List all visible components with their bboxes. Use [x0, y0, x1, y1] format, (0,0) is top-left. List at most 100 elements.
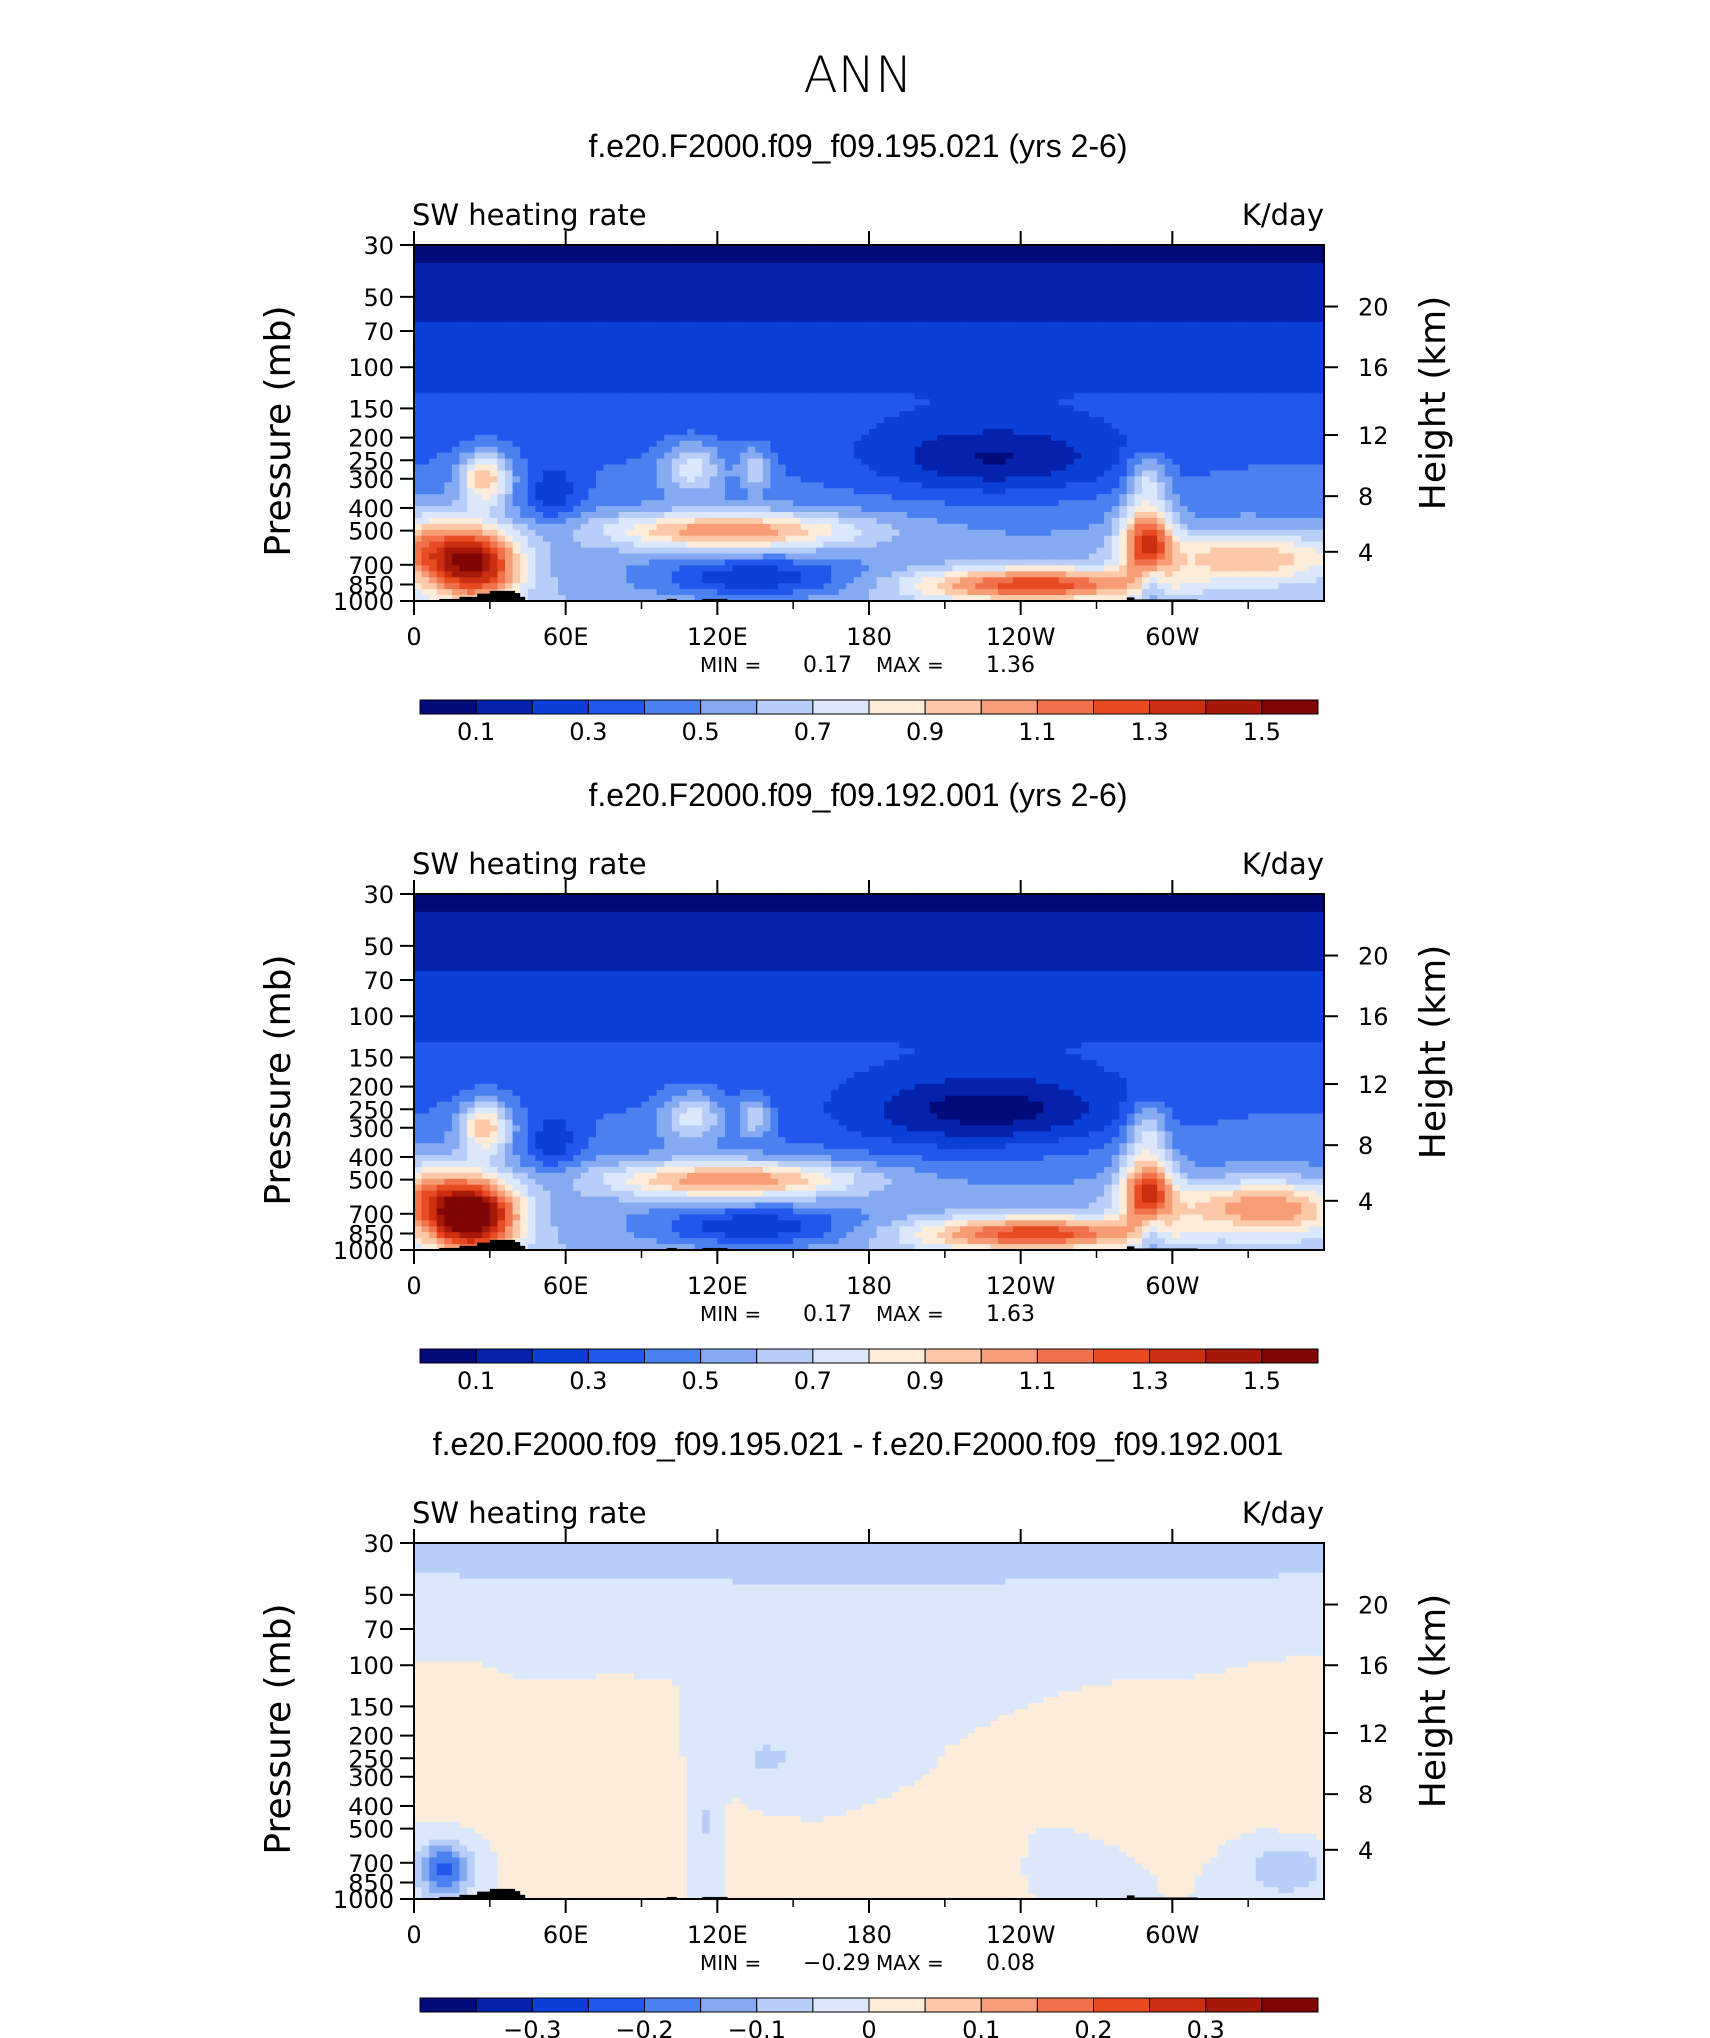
heatmap-cell	[1150, 251, 1158, 258]
heatmap-cell	[1142, 292, 1150, 299]
heatmap-cell	[482, 435, 490, 442]
heatmap-cell	[1142, 476, 1150, 483]
heatmap-cell	[1051, 358, 1059, 365]
heatmap-cell	[748, 322, 756, 329]
heatmap-cell	[1210, 287, 1218, 294]
heatmap-cell	[1059, 275, 1067, 282]
heatmap-cell	[1119, 304, 1127, 311]
heatmap-cell	[1097, 453, 1105, 460]
heatmap-cell	[831, 376, 839, 383]
heatmap-cell	[422, 381, 430, 388]
heatmap-cell	[429, 251, 437, 258]
heatmap-cell	[1286, 298, 1294, 305]
heatmap-cell	[998, 364, 1006, 371]
heatmap-cell	[763, 269, 771, 276]
heatmap-cell	[588, 411, 596, 418]
heatmap-cell	[475, 322, 483, 329]
heatmap-cell	[482, 263, 490, 270]
heatmap-cell	[1089, 263, 1097, 270]
heatmap-cell	[1051, 346, 1059, 353]
heatmap-cell	[1180, 364, 1188, 371]
heatmap-cell	[770, 352, 778, 359]
heatmap-cell	[649, 411, 657, 418]
heatmap-cell	[801, 411, 809, 418]
heatmap-cell	[604, 334, 612, 341]
heatmap-cell	[505, 257, 513, 264]
heatmap-cell	[460, 441, 468, 448]
heatmap-cell	[1218, 275, 1226, 282]
heatmap-cell	[1225, 453, 1233, 460]
heatmap-cell	[839, 470, 847, 477]
heatmap-cell	[1059, 411, 1067, 418]
heatmap-cell	[513, 465, 521, 472]
heatmap-cell	[528, 269, 536, 276]
heatmap-cell	[535, 423, 543, 430]
heatmap-cell	[1157, 352, 1165, 359]
heatmap-cell	[634, 482, 642, 489]
heatmap-cell	[497, 346, 505, 353]
heatmap-cell	[1066, 417, 1074, 424]
heatmap-cell	[1286, 405, 1294, 412]
heatmap-cell	[1180, 334, 1188, 341]
heatmap-cell	[1059, 304, 1067, 311]
heatmap-cell	[786, 429, 794, 436]
heatmap-cell	[1013, 393, 1021, 400]
heatmap-cell	[1051, 281, 1059, 288]
heatmap-cell	[1294, 263, 1302, 270]
heatmap-cell	[1127, 334, 1135, 341]
heatmap-cell	[740, 257, 748, 264]
heatmap-cell	[1127, 459, 1135, 466]
heatmap-cell	[778, 453, 786, 460]
heatmap-cell	[695, 257, 703, 264]
heatmap-cell	[452, 476, 460, 483]
heatmap-cell	[437, 387, 445, 394]
heatmap-cell	[1134, 304, 1142, 311]
heatmap-cell	[778, 334, 786, 341]
heatmap-cell	[1157, 423, 1165, 430]
heatmap-cell	[414, 298, 422, 305]
heatmap-cell	[634, 352, 642, 359]
heatmap-cell	[1241, 376, 1249, 383]
heatmap-cell	[642, 304, 650, 311]
heatmap-cell	[1021, 310, 1029, 317]
heatmap-cell	[1286, 263, 1294, 270]
heatmap-cell	[573, 411, 581, 418]
heatmap-cell	[444, 411, 452, 418]
heatmap-cell	[1279, 411, 1287, 418]
heatmap-cell	[1256, 364, 1264, 371]
heatmap-cell	[710, 251, 718, 258]
heatmap-cell	[535, 269, 543, 276]
heatmap-cell	[968, 251, 976, 258]
heatmap-cell	[1279, 376, 1287, 383]
heatmap-cell	[960, 370, 968, 377]
heatmap-cell	[1309, 269, 1317, 276]
heatmap-cell	[1241, 423, 1249, 430]
heatmap-cell	[763, 476, 771, 483]
heatmap-cell	[884, 257, 892, 264]
heatmap-cell	[1097, 387, 1105, 394]
heatmap-cell	[1043, 429, 1051, 436]
heatmap-cell	[937, 465, 945, 472]
heatmap-cell	[482, 364, 490, 371]
heatmap-cell	[1104, 470, 1112, 477]
heatmap-cell	[1059, 447, 1067, 454]
heatmap-cell	[1180, 441, 1188, 448]
heatmap-cell	[1165, 251, 1173, 258]
heatmap-cell	[444, 459, 452, 466]
heatmap-cell	[899, 423, 907, 430]
heatmap-cell	[816, 399, 824, 406]
heatmap-cell	[1089, 251, 1097, 258]
heatmap-cell	[1233, 263, 1241, 270]
heatmap-cell	[596, 405, 604, 412]
heatmap-cell	[642, 399, 650, 406]
heatmap-cell	[543, 459, 551, 466]
heatmap-cell	[573, 465, 581, 472]
heatmap-cell	[528, 358, 536, 365]
heatmap-cell	[702, 370, 710, 377]
heatmap-cell	[1119, 423, 1127, 430]
heatmap-cell	[1188, 435, 1196, 442]
heatmap-cell	[930, 364, 938, 371]
heatmap-cell	[869, 393, 877, 400]
heatmap-cell	[1104, 263, 1112, 270]
heatmap-cell	[801, 441, 809, 448]
